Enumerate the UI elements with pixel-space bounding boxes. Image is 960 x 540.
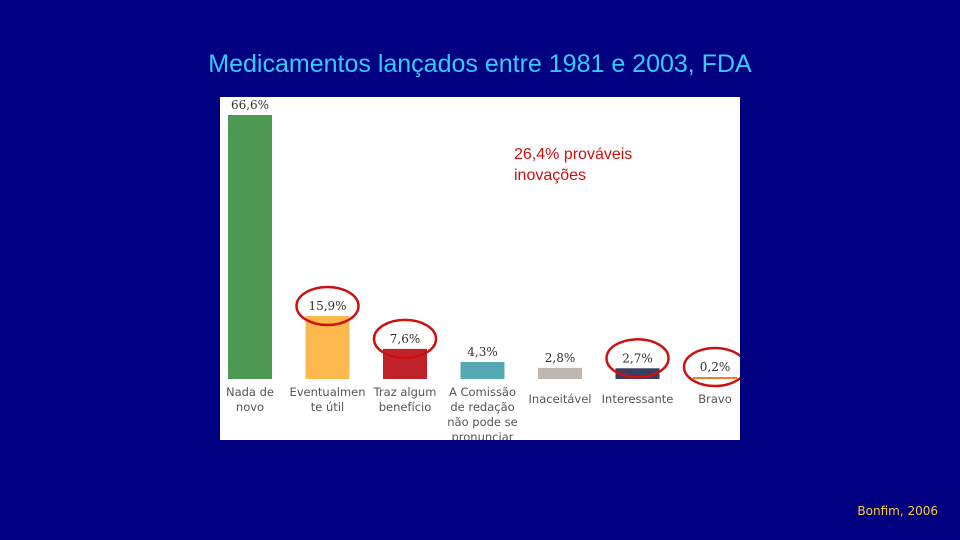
annotation-line-1: 26,4% prováveis [514, 146, 633, 163]
bar-5 [538, 367, 582, 379]
category-label-7-line-1: Bravo [698, 392, 732, 406]
category-label-6-line-1: Interessante [602, 392, 674, 406]
category-label-4-line-3: não pode se [447, 415, 517, 429]
chart-panel: 66,6% Nada de novo 15,9% Eventualmen te útil 7… [220, 97, 740, 440]
bar-4 [460, 361, 505, 379]
category-label-4-line-1: A Comissão [449, 385, 516, 399]
highlight-circle-7 [682, 346, 740, 388]
innovation-annotation: 26,4% prováveis inovações [514, 144, 632, 186]
value-label-7: 0,2% [700, 360, 731, 374]
annotation-line-2: inovações [514, 167, 587, 184]
bar-2 [305, 315, 350, 379]
category-label-2-line-1: Eventualmen [289, 385, 365, 399]
slide-title: Medicamentos lançados entre 1981 e 2003,… [208, 50, 752, 78]
category-label-4-line-2: de redação [450, 400, 514, 414]
value-label-2: 15,9% [308, 299, 346, 313]
bar-6 [615, 368, 660, 379]
highlight-circle-6 [605, 338, 670, 379]
value-label-5: 2,8% [545, 351, 576, 365]
bar-1 [228, 115, 272, 379]
highlight-circle-3 [372, 318, 438, 360]
category-label-3-line-2: benefício [379, 400, 432, 414]
source-citation: Bonfim, 2006 [857, 504, 938, 518]
category-label-5-line-1: Inaceitável [529, 392, 592, 406]
category-label-4-line-4: pronunciar [452, 430, 514, 440]
category-label-3-line-1: Traz algum [373, 385, 437, 399]
highlight-circle-2 [295, 285, 360, 327]
value-label-3: 7,6% [390, 332, 421, 346]
category-label-2-line-2: te útil [311, 400, 344, 414]
value-label-1: 66,6% [231, 98, 269, 112]
category-label-1-line-1: Nada de [226, 385, 274, 399]
category-label-1-line-2: novo [236, 400, 264, 414]
value-label-6: 2,7% [622, 351, 653, 365]
value-label-4: 4,3% [467, 345, 498, 359]
bar-7 [693, 377, 737, 379]
bar-3 [383, 348, 427, 379]
